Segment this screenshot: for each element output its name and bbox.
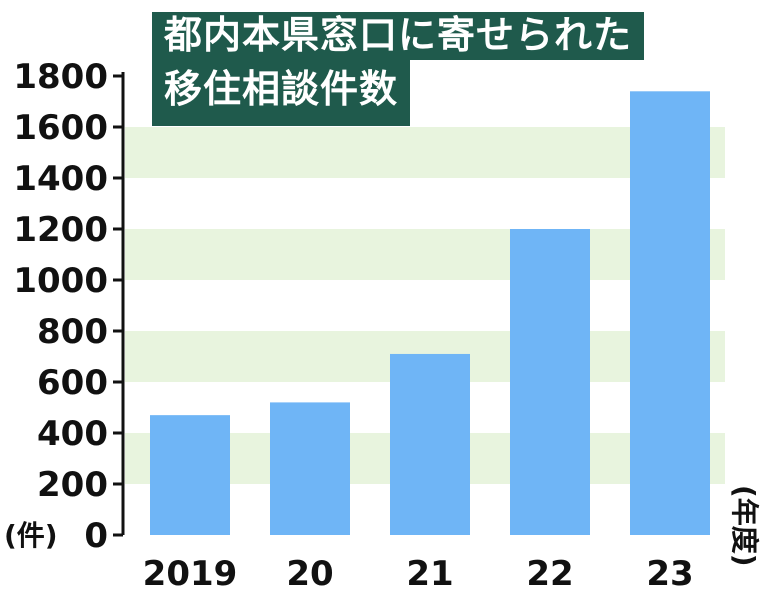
x-tick-label: 21 — [406, 554, 453, 594]
bar-23 — [630, 91, 710, 536]
x-tick-label: 20 — [286, 554, 333, 594]
y-tick-label: 1600 — [13, 108, 108, 148]
y-tick-label: 800 — [37, 312, 108, 352]
grid-band — [125, 127, 725, 178]
bar-2019 — [150, 415, 230, 535]
x-tick-label: 22 — [526, 554, 573, 594]
bars — [150, 91, 710, 536]
bar-20 — [270, 402, 350, 535]
chart-title-line-2: 移住相談件数 — [152, 60, 411, 126]
y-tick-label: 1000 — [13, 261, 108, 301]
x-tick-label: 2019 — [143, 554, 238, 594]
bar-21 — [390, 353, 470, 535]
y-tick-label: 600 — [37, 363, 108, 403]
chart-title-line-1: 都内本県窓口に寄せられた — [152, 12, 645, 60]
grid-band — [125, 229, 725, 280]
y-tick-label: 1400 — [13, 159, 108, 199]
x-tick-label: 23 — [646, 554, 693, 594]
y-tick-label: 0 — [84, 516, 108, 556]
y-tick-label: 1200 — [13, 210, 108, 250]
y-tick-label: 1800 — [13, 57, 108, 97]
x-axis-ticks: 2019 20 21 22 23 — [143, 554, 694, 594]
y-tick-label: 400 — [37, 414, 108, 454]
bar-22 — [510, 229, 590, 535]
y-tick-label: 200 — [37, 465, 108, 505]
y-axis-ticks: 0 200 400 600 800 1000 1200 1400 1600 1800 — [13, 57, 123, 556]
x-unit-label: (年度) — [728, 485, 761, 567]
y-unit-label: (件) — [4, 519, 58, 552]
